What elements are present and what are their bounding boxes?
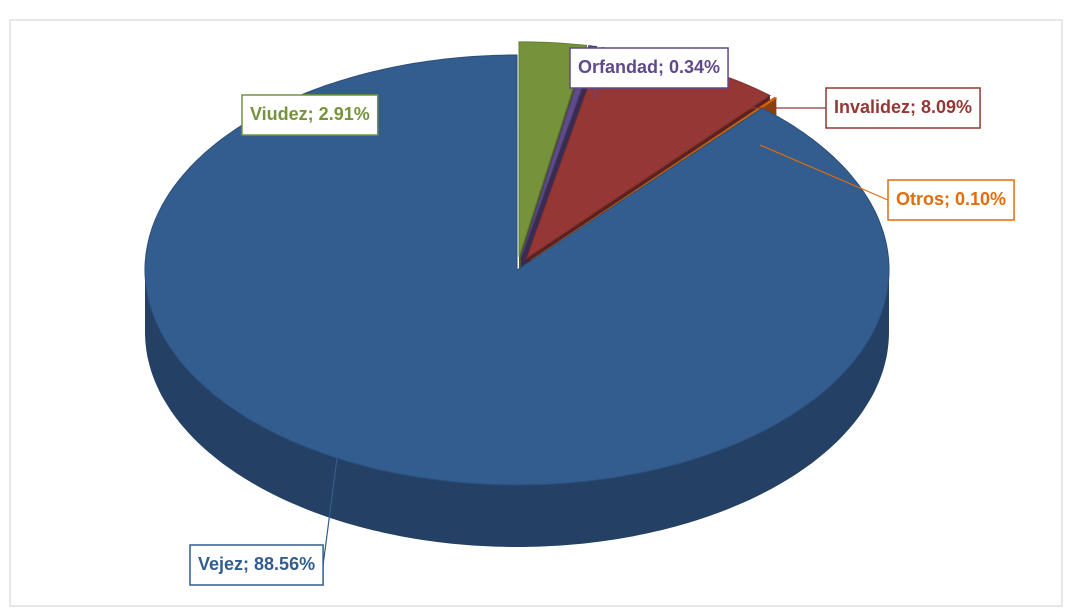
leader-line bbox=[759, 144, 889, 201]
leader-line bbox=[322, 319, 356, 566]
data-label: Vejez; 88.56% bbox=[198, 554, 315, 574]
data-labels: Viudez; 2.91% Orfandad; 0.34% Invalidez; 8… bbox=[189, 47, 1015, 586]
label-box bbox=[569, 47, 729, 89]
pie-side bbox=[145, 270, 889, 547]
data-label: Orfandad; 0.34% bbox=[578, 57, 720, 77]
label-box bbox=[887, 179, 1015, 221]
pie-slice bbox=[144, 54, 890, 486]
pie-slice bbox=[518, 41, 588, 258]
data-label: Invalidez; 8.09% bbox=[834, 97, 972, 117]
label-box bbox=[189, 544, 324, 586]
data-label: Viudez; 2.91% bbox=[250, 104, 370, 124]
label-box bbox=[825, 87, 981, 129]
data-label: Otros; 0.10% bbox=[896, 189, 1006, 209]
pie-slice bbox=[520, 45, 598, 258]
pie-tops bbox=[144, 41, 890, 486]
label-box bbox=[241, 94, 379, 136]
